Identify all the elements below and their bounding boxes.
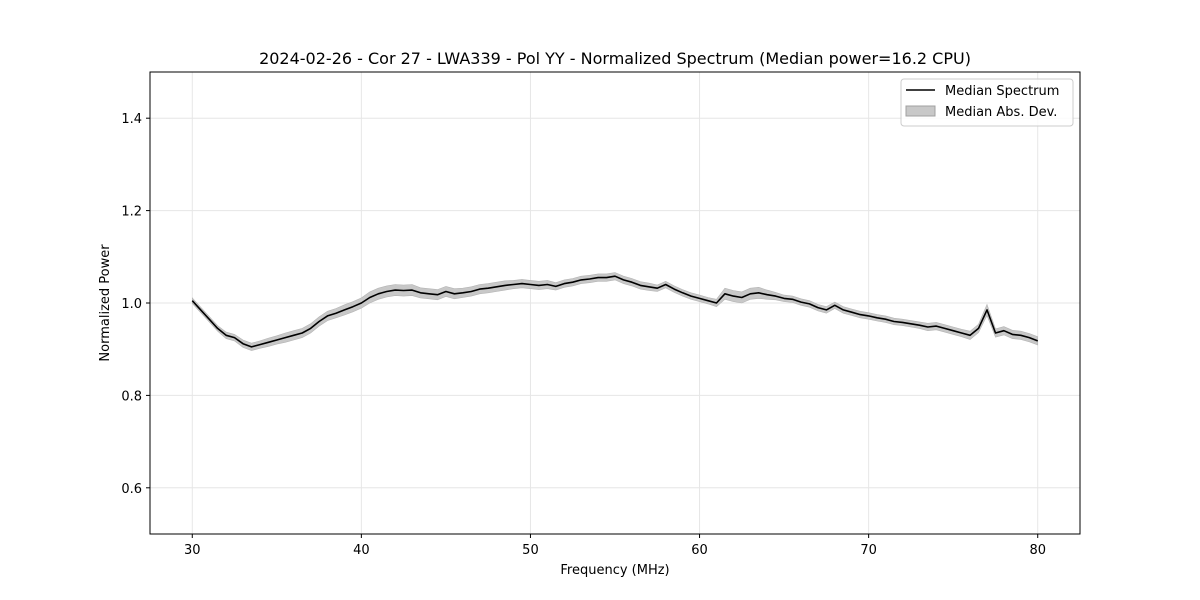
legend-box: [900, 78, 1074, 127]
mad-band-layer: [192, 272, 1038, 351]
x-tick-label: 30: [184, 543, 201, 558]
y-tick-label: 1.0: [121, 297, 142, 312]
y-tick-label: 1.2: [121, 205, 142, 220]
x-tick-label: 50: [522, 543, 539, 558]
chart-title: 2024-02-26 - Cor 27 - LWA339 - Pol YY - …: [259, 49, 971, 68]
legend-label-median-abs-dev: Median Abs. Dev.: [945, 105, 1057, 120]
x-tick-label: 80: [1029, 543, 1046, 558]
median-line-layer: [191, 275, 1038, 348]
median-spectrum-line: [191, 275, 1038, 348]
x-tick-label: 60: [691, 543, 708, 558]
legend-band-swatch: [905, 105, 936, 117]
y-tick-label: 0.6: [121, 482, 142, 497]
x-tick-label: 70: [860, 543, 877, 558]
legend-label-median-spectrum: Median Spectrum: [945, 84, 1059, 99]
x-axis-label: Frequency (MHz): [560, 563, 669, 578]
mad-band: [192, 272, 1038, 351]
y-axis-label: Normalized Power: [98, 244, 113, 362]
x-tick-label: 40: [353, 543, 370, 558]
y-tick-label: 1.4: [121, 112, 142, 127]
y-tick-label: 0.8: [121, 389, 142, 404]
legend: Median Spectrum Median Abs. Dev.: [900, 78, 1074, 127]
ticks: 30 40 50 60 70 80 0.6 0.8 1.0 1.2 1.4: [121, 112, 1046, 558]
